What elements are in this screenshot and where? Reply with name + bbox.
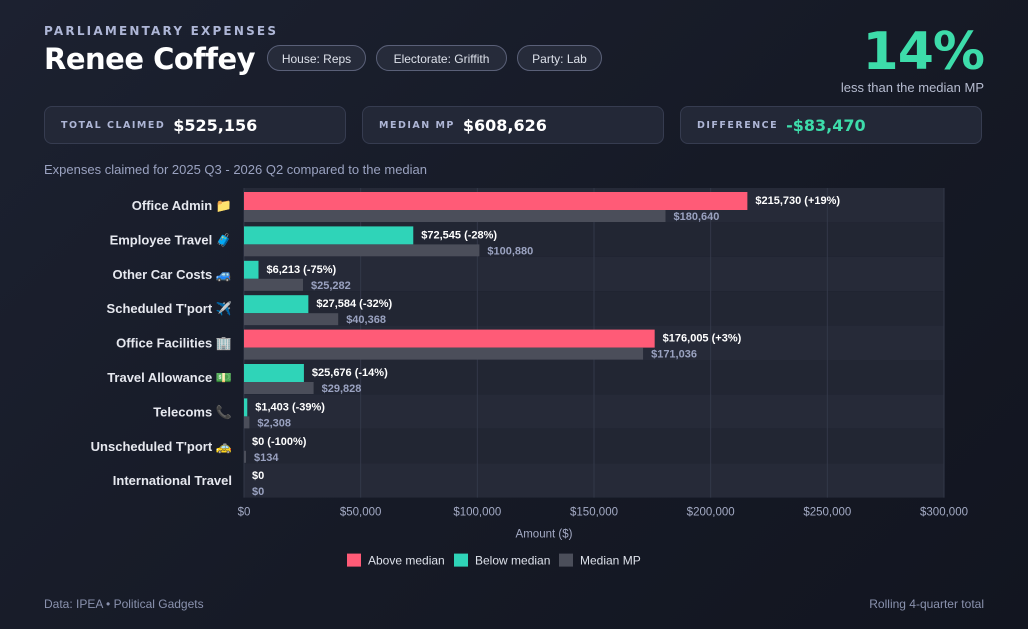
category-label: Other Car Costs 🚙 xyxy=(113,267,233,283)
median-bar xyxy=(244,278,303,291)
mp-bar xyxy=(244,295,309,314)
legend-label: Median MP xyxy=(580,554,641,568)
x-tick-label: $300,000 xyxy=(920,507,968,519)
median-bar xyxy=(244,313,339,326)
legend-swatch xyxy=(454,553,468,567)
x-tick-label: $200,000 xyxy=(687,507,735,519)
mp-value-label: $1,403 (-39%) xyxy=(255,401,325,413)
mp-bar xyxy=(244,260,259,279)
median-bar xyxy=(244,347,644,360)
category-label: Office Admin 📁 xyxy=(132,198,232,213)
median-mp-value: $608,626 xyxy=(462,115,547,135)
mp-value-label: $176,005 (+3%) xyxy=(663,333,742,345)
legend-swatch xyxy=(559,553,573,567)
x-tick-label: $0 xyxy=(238,507,251,519)
median-bar xyxy=(244,210,666,222)
mp-value-label: $0 (-100%) xyxy=(252,436,307,448)
mp-value-label: $6,213 (-75%) xyxy=(266,264,336,276)
median-value-label: $100,880 xyxy=(487,245,533,257)
median-value-label: $134 xyxy=(254,452,279,464)
median-value-label: $2,308 xyxy=(257,417,291,429)
percent-difference: 14% xyxy=(862,22,985,82)
pill-party[interactable]: Party: Lab xyxy=(517,45,602,71)
data-source: Data: IPEA • Political Gadgets xyxy=(44,597,204,611)
difference-value: -$83,470 xyxy=(786,115,866,135)
median-bar xyxy=(244,416,250,429)
x-tick-label: $50,000 xyxy=(340,507,382,519)
eyebrow: PARLIAMENTARY EXPENSES xyxy=(44,24,279,38)
median-value-label: $171,036 xyxy=(651,349,697,361)
median-bar xyxy=(244,450,246,463)
chart-subtitle: Expenses claimed for 2025 Q3 - 2026 Q2 c… xyxy=(44,162,427,177)
mp-value-label: $25,676 (-14%) xyxy=(312,367,388,379)
pill-electorate[interactable]: Electorate: Griffith xyxy=(376,45,507,71)
mp-value-label: $215,730 (+19%) xyxy=(755,195,840,207)
category-label: Unscheduled T'port 🚕 xyxy=(91,439,232,454)
legend-swatch xyxy=(347,553,361,567)
category-label: Employee Travel 🧳 xyxy=(110,232,232,247)
x-axis-title: Amount ($) xyxy=(516,529,573,541)
legend-label: Below median xyxy=(475,554,550,568)
mp-bar xyxy=(244,398,248,417)
mp-bar xyxy=(244,226,414,245)
total-claimed-label: TOTAL CLAIMED xyxy=(61,119,166,131)
difference-card: DIFFERENCE -$83,470 xyxy=(680,106,982,144)
footer-note: Rolling 4-quarter total xyxy=(869,597,984,611)
median-value-label: $180,640 xyxy=(673,211,719,223)
difference-label: DIFFERENCE xyxy=(697,119,779,131)
mp-value-label: $27,584 (-32%) xyxy=(316,298,392,310)
total-claimed-card: TOTAL CLAIMED $525,156 xyxy=(44,106,346,144)
median-value-label: $29,828 xyxy=(322,383,362,395)
mp-value-label: $0 xyxy=(252,470,264,482)
median-value-label: $40,368 xyxy=(346,314,386,326)
expenses-bar-chart: $0 $50,000 $100,000 $150,000 $200,000 $250,00… xyxy=(91,188,968,568)
pill-house[interactable]: House: Reps xyxy=(267,45,366,71)
mp-bar xyxy=(244,192,748,210)
median-mp-card: MEDIAN MP $608,626 xyxy=(362,106,664,144)
mp-bar xyxy=(244,364,304,382)
category-label: Office Facilities 🏢 xyxy=(116,336,232,351)
median-value-label: $0 xyxy=(252,486,264,498)
x-tick-label: $250,000 xyxy=(803,507,851,519)
median-mp-label: MEDIAN MP xyxy=(379,119,455,131)
total-claimed-value: $525,156 xyxy=(173,115,258,135)
x-tick-label: $150,000 xyxy=(570,507,618,519)
x-tick-label: $100,000 xyxy=(453,507,501,519)
category-label: Travel Allowance 💵 xyxy=(107,370,232,385)
median-bar xyxy=(244,382,314,394)
percent-caption: less than the median MP xyxy=(840,80,984,95)
mp-name: Renee Coffey xyxy=(44,42,256,76)
mp-bar xyxy=(244,329,655,348)
category-label: Telecoms 📞 xyxy=(153,403,233,419)
median-value-label: $25,282 xyxy=(311,280,351,292)
category-label: International Travel xyxy=(113,473,232,488)
category-label: Scheduled T'port ✈️ xyxy=(107,300,232,316)
mp-value-label: $72,545 (-28%) xyxy=(421,229,497,241)
legend-label: Above median xyxy=(368,554,445,568)
median-bar xyxy=(244,244,480,257)
